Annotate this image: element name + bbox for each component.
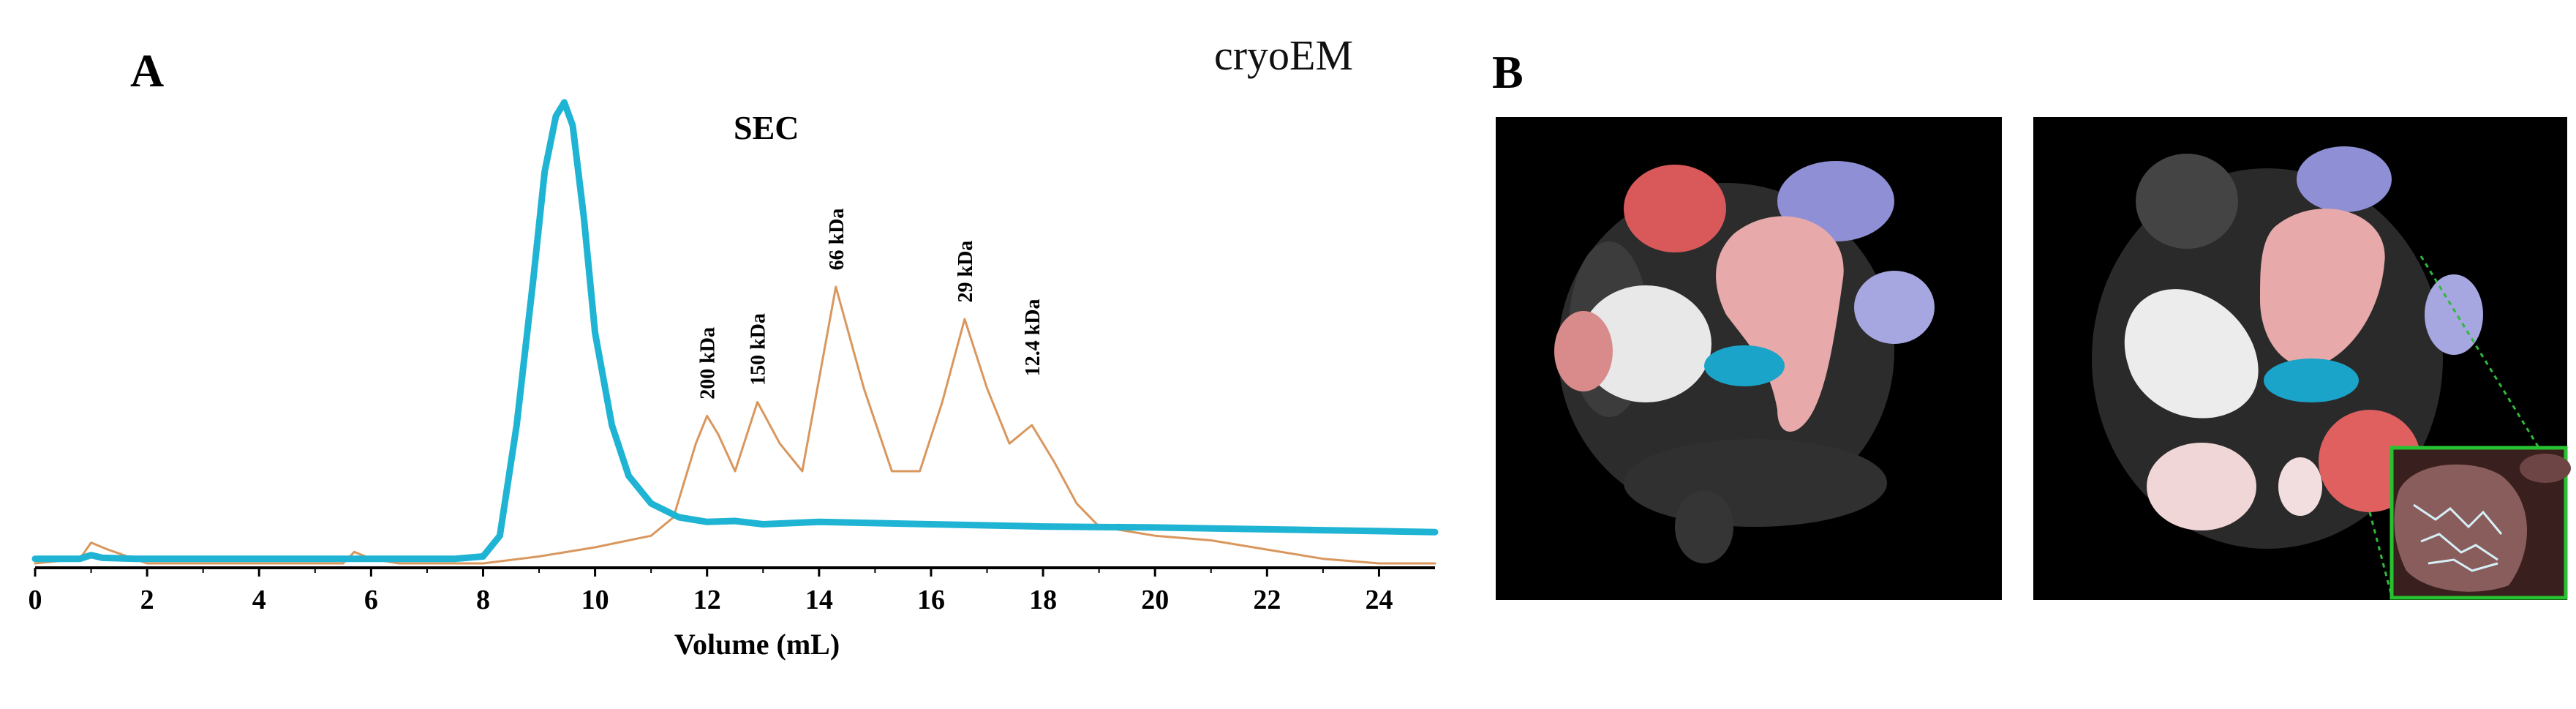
x-tick-label: 8 [476,585,490,615]
molecular-weight-marker-label: 12.4 kDa [1022,299,1044,377]
molecular-weight-marker-label: 66 kDa [826,209,848,271]
density-pink-subunit [1716,216,1844,432]
cryoem-map-front-view [1496,117,2002,600]
x-tick-label: 24 [1365,585,1393,615]
x-tick-label: 18 [1029,585,1057,615]
cryoem-map-rotated-view [2033,117,2571,600]
density-blue-subunit-top [2297,146,2392,212]
x-tick-label: 22 [1253,585,1281,615]
density-blue-subunit-right [2425,274,2483,355]
density-light-pink-subunit [2147,443,2256,530]
density-white-subunit [1580,285,1711,402]
x-tick-label: 20 [1141,585,1169,615]
zoom-inset-atomic-model [2389,446,2571,600]
zoom-guide-line-top [2419,255,2539,447]
density-cyan-core [1704,345,1785,386]
density-pink-subunit [2260,209,2385,367]
density-cyan-core [2264,359,2359,402]
panel-b-label: B [1492,46,1524,98]
x-tick-label: 0 [29,585,42,615]
zoom-guide-line-bottom [2368,511,2393,597]
density-white-subunit [2124,289,2259,419]
molecular-weight-marker-label: 29 kDa [954,241,977,303]
x-tick-label: 4 [252,585,266,615]
sec-chart-title: SEC [734,109,799,146]
x-tick-label: 6 [364,585,378,615]
density-red-subunit [1624,165,1726,252]
sample-trace-cyan [31,99,1439,563]
molecular-weight-marker-label: 150 kDa [747,313,770,386]
x-tick-label: 14 [805,585,833,615]
x-tick-label: 2 [140,585,154,615]
x-axis-label: Volume (mL) [674,628,840,661]
x-tick-label: 12 [693,585,721,615]
density-rose-subunit [1554,311,1613,391]
molecular-weight-marker-label: 200 kDa [697,327,720,399]
x-tick-label: 10 [581,585,609,615]
density-dark-subunit [2136,154,2238,249]
panel-a-label: A [130,45,164,97]
x-tick-label: 16 [917,585,945,615]
cryoem-title: cryoEM [1214,31,1354,79]
density-blue-subunit-right [1854,271,1935,344]
